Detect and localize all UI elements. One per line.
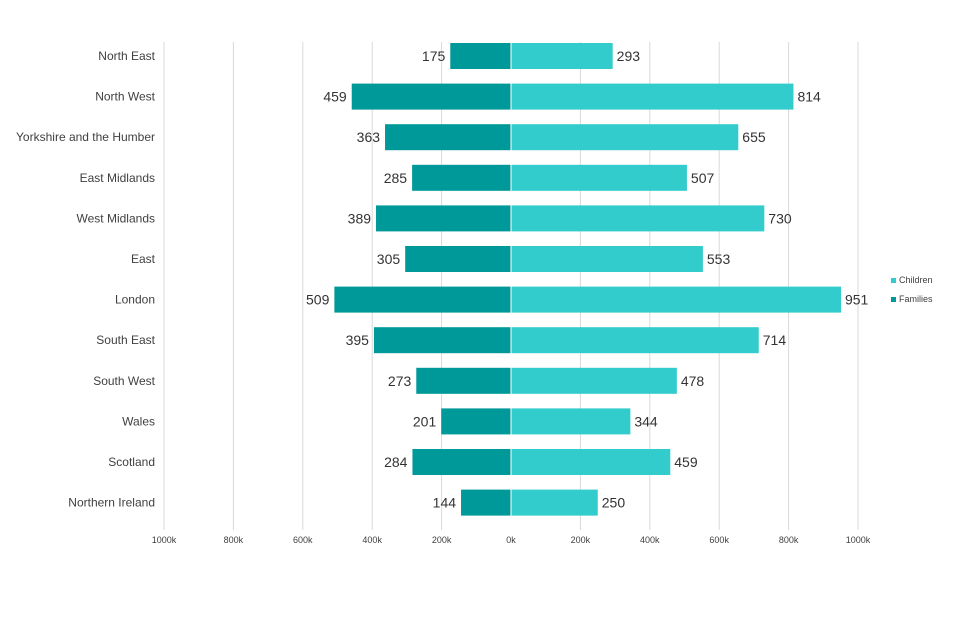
bar-families — [334, 286, 511, 313]
bar-children — [511, 367, 677, 394]
data-label-families: 395 — [346, 332, 370, 348]
bar-children — [511, 164, 687, 191]
x-tick-label: 600k — [293, 535, 313, 545]
data-label-families: 509 — [306, 292, 330, 308]
data-label-families: 459 — [323, 89, 347, 105]
data-label-families: 284 — [384, 454, 408, 470]
bar-children — [511, 83, 794, 110]
legend-label-children: Children — [899, 275, 933, 285]
data-label-families: 144 — [433, 495, 457, 511]
data-label-families: 363 — [357, 129, 381, 145]
data-label-children: 507 — [691, 170, 715, 186]
category-label: South West — [93, 374, 155, 388]
x-tick-label: 0k — [506, 535, 516, 545]
x-tick-label: 400k — [640, 535, 660, 545]
data-label-families: 285 — [384, 170, 408, 186]
data-label-families: 273 — [388, 373, 412, 389]
category-label: Northern Ireland — [68, 496, 155, 510]
bar-families — [373, 327, 511, 354]
data-label-families: 201 — [413, 413, 437, 429]
bar-families — [416, 367, 511, 394]
x-tick-label: 800k — [779, 535, 799, 545]
bar-children — [511, 408, 631, 435]
category-label: South East — [96, 333, 155, 347]
bar-families — [385, 124, 511, 151]
bar-families — [412, 449, 511, 475]
data-label-children: 478 — [681, 373, 705, 389]
bar-families — [412, 164, 511, 191]
category-label: East Midlands — [80, 171, 155, 185]
x-tick-label: 1000k — [846, 535, 871, 545]
category-label: Wales — [122, 414, 155, 428]
bar-families — [351, 83, 511, 110]
bar-children — [511, 246, 703, 272]
x-tick-label: 1000k — [152, 535, 177, 545]
bar-children — [511, 124, 739, 151]
bar-children — [511, 327, 759, 354]
bars — [334, 42, 841, 530]
data-label-children: 951 — [845, 292, 869, 308]
category-label: West Midlands — [77, 211, 155, 225]
data-label-children: 714 — [763, 332, 787, 348]
category-label: London — [115, 293, 155, 307]
x-tick-label: 800k — [224, 535, 244, 545]
bar-families — [450, 43, 511, 69]
data-label-families: 175 — [422, 48, 446, 64]
x-tick-label: 400k — [362, 535, 382, 545]
data-label-children: 344 — [634, 413, 658, 429]
x-tick-label: 200k — [571, 535, 591, 545]
category-label: North East — [98, 49, 155, 63]
bar-children — [511, 489, 598, 516]
category-label: Scotland — [108, 455, 155, 469]
legend-swatch-children — [891, 278, 896, 283]
bar-families — [405, 246, 511, 272]
legend-swatch-families — [891, 297, 896, 302]
data-label-children: 814 — [797, 89, 821, 105]
bar-children — [511, 449, 671, 475]
data-label-children: 293 — [617, 48, 641, 64]
bar-families — [376, 205, 511, 232]
bar-children — [511, 286, 841, 313]
category-label: East — [131, 252, 156, 266]
data-label-children: 553 — [707, 251, 731, 267]
data-label-families: 389 — [348, 210, 372, 226]
legend-label-families: Families — [899, 294, 933, 304]
labels: 1000k 800k 600k 400k 200k 0k 200k 400k 600k 800k 1… — [16, 48, 871, 545]
bar-children — [511, 205, 765, 232]
bar-families — [461, 489, 511, 516]
category-label: North West — [95, 90, 155, 104]
x-tick-label: 600k — [709, 535, 729, 545]
data-label-children: 655 — [742, 129, 766, 145]
bar-families — [441, 408, 511, 435]
data-label-children: 250 — [602, 495, 626, 511]
legend: Children Families — [891, 275, 933, 304]
data-label-children: 459 — [674, 454, 698, 470]
x-tick-label: 200k — [432, 535, 452, 545]
category-label: Yorkshire and the Humber — [16, 130, 155, 144]
data-label-families: 305 — [377, 251, 401, 267]
bar-children — [511, 43, 613, 69]
data-label-children: 730 — [768, 210, 792, 226]
